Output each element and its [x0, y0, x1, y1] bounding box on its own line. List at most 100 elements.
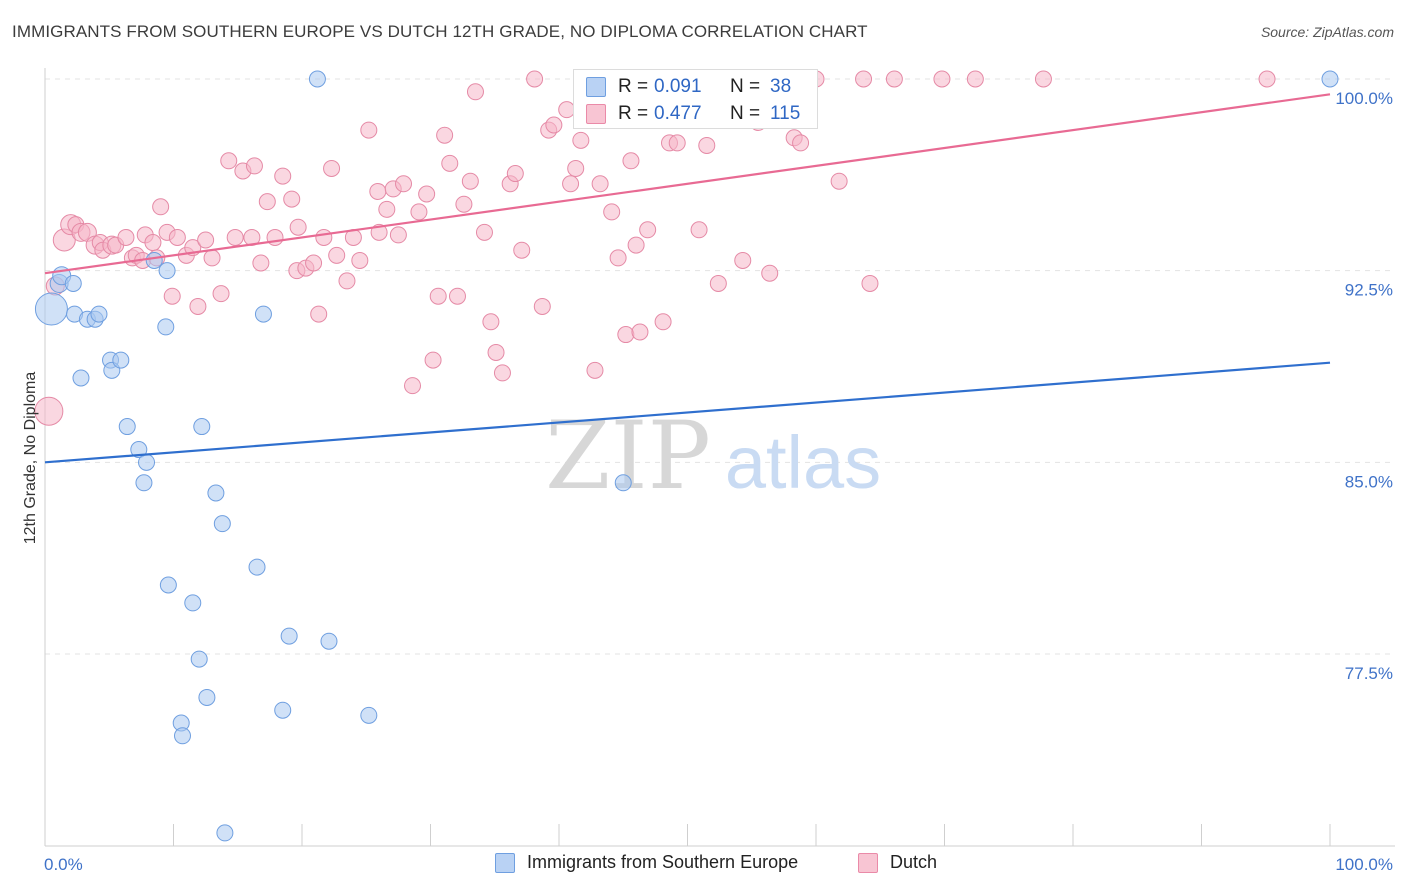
- dutch-point: [245, 157, 263, 175]
- immigrants-trend-line: [44, 361, 1331, 464]
- immigrants-point: [614, 474, 632, 492]
- dutch-point: [562, 175, 580, 193]
- dutch-point: [323, 159, 341, 177]
- immigrants-point: [145, 251, 163, 269]
- legend-swatch-immigrants: [586, 77, 606, 97]
- dutch-point: [572, 131, 590, 149]
- watermark: ZIP atlas: [545, 402, 881, 511]
- immigrants-point: [308, 70, 326, 88]
- watermark-atlas: atlas: [725, 421, 881, 504]
- legend-row-dutch: R = 0.477 N = 115: [586, 101, 800, 127]
- immigrants-point: [157, 318, 175, 336]
- legend-n-value: 38: [770, 76, 792, 97]
- series-legend-dutch[interactable]: Dutch: [858, 852, 937, 873]
- dutch-point: [609, 249, 627, 267]
- legend-n-label: N =: [730, 103, 761, 124]
- series-swatch-dutch: [858, 852, 878, 873]
- immigrants-point: [173, 727, 191, 745]
- dutch-point: [627, 236, 645, 254]
- immigrants-point: [248, 558, 266, 576]
- dutch-point: [289, 218, 307, 236]
- watermark-zip: ZIP: [545, 402, 711, 511]
- legend-swatch-dutch: [586, 104, 606, 124]
- dutch-point: [533, 297, 551, 315]
- dutch-point: [761, 264, 779, 282]
- dutch-point: [586, 361, 604, 379]
- dutch-point: [461, 172, 479, 190]
- dutch-point: [226, 228, 244, 246]
- dutch-point: [424, 351, 442, 369]
- immigrants-point: [320, 632, 338, 650]
- dutch-point: [252, 254, 270, 272]
- immigrants-point: [118, 418, 136, 436]
- immigrants-point: [360, 706, 378, 724]
- dutch-point: [310, 305, 328, 323]
- dutch-point: [622, 152, 640, 170]
- source-note: Source: ZipAtlas.com: [1260, 24, 1394, 40]
- immigrants-point: [184, 594, 202, 612]
- immigrants-point: [135, 474, 153, 492]
- dutch-point: [668, 134, 686, 152]
- dutch-point: [475, 223, 493, 241]
- dutch-point: [1258, 70, 1276, 88]
- dutch-point: [654, 313, 672, 331]
- immigrants-point: [213, 515, 231, 533]
- immigrants-point: [207, 484, 225, 502]
- dutch-point: [395, 175, 413, 193]
- dutch-point: [487, 343, 505, 361]
- dutch-point: [885, 70, 903, 88]
- x-tick-label: 100.0%: [1335, 855, 1393, 874]
- dutch-point: [690, 221, 708, 239]
- legend-row-immigrants: R = 0.091 N = 38: [586, 74, 791, 100]
- dutch-point: [455, 195, 473, 213]
- dutch-point: [830, 172, 848, 190]
- dutch-point: [493, 364, 511, 382]
- dutch-point: [545, 116, 563, 134]
- dutch-trend-line: [44, 93, 1331, 275]
- dutch-point: [168, 228, 186, 246]
- series-legend-immigrants[interactable]: Immigrants from Southern Europe: [495, 852, 798, 873]
- dutch-point: [506, 165, 524, 183]
- dutch-point: [328, 246, 346, 264]
- dutch-point: [360, 121, 378, 139]
- dutch-point: [855, 70, 873, 88]
- dutch-point: [220, 152, 238, 170]
- dutch-point: [389, 226, 407, 244]
- y-tick-label: 85.0%: [1345, 472, 1393, 491]
- dutch-point: [197, 231, 215, 249]
- x-tick-label: 0.0%: [44, 855, 83, 874]
- dutch-point: [567, 159, 585, 177]
- legend-r-value: 0.091: [654, 76, 702, 97]
- dutch-point: [792, 134, 810, 152]
- immigrants-point: [130, 441, 148, 459]
- axis-layer: [44, 68, 1395, 847]
- immigrants-point: [274, 701, 292, 719]
- dutch-point: [933, 70, 951, 88]
- dutch-point: [861, 274, 879, 292]
- series-swatch-immigrants: [495, 852, 515, 873]
- y-axis-title: 12th Grade, No Diploma: [22, 371, 39, 545]
- immigrants-point: [216, 824, 234, 842]
- dutch-point: [448, 287, 466, 305]
- dutch-point: [203, 249, 221, 267]
- dutch-point: [274, 167, 292, 185]
- dutch-point: [315, 228, 333, 246]
- dutch-point: [698, 136, 716, 154]
- dutch-point: [34, 396, 64, 426]
- legend-r-label: R =: [618, 103, 649, 124]
- dutch-point: [429, 287, 447, 305]
- dutch-point: [212, 285, 230, 303]
- dutch-point: [258, 193, 276, 211]
- legend-n-value: 115: [770, 103, 801, 124]
- immigrants-point: [190, 650, 208, 668]
- dutch-point: [378, 200, 396, 218]
- legend-r-value: 0.477: [654, 103, 702, 124]
- y-tick-label: 77.5%: [1345, 664, 1393, 683]
- dutch-point: [152, 198, 170, 216]
- dutch-point: [283, 190, 301, 208]
- immigrants-southern-europe-points: [34, 70, 1339, 842]
- dutch-point: [734, 251, 752, 269]
- dutch-point: [526, 70, 544, 88]
- dutch-point: [351, 251, 369, 269]
- y-tick-label: 92.5%: [1345, 281, 1393, 300]
